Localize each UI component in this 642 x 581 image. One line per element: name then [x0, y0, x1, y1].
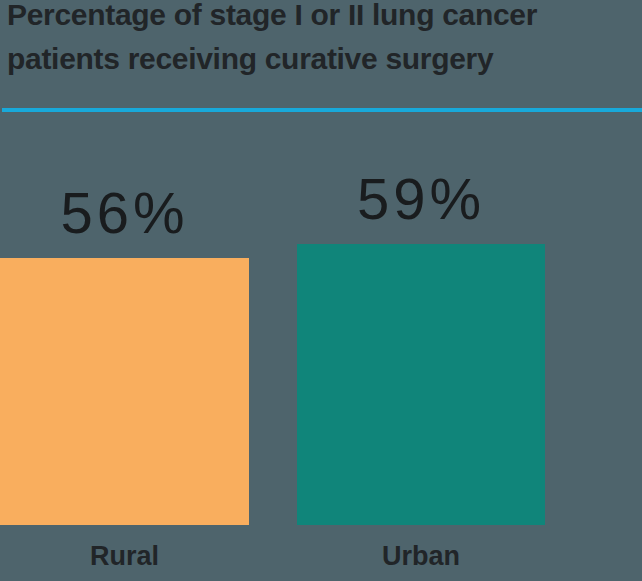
value-label-rural: 56%: [0, 184, 249, 242]
bar-group-rural: 56% Rural: [0, 0, 249, 581]
category-label-urban: Urban: [297, 543, 545, 570]
chart-canvas: Percentage of stage I or II lung cancer …: [0, 0, 642, 581]
bar-group-urban: 59% Urban: [297, 0, 545, 581]
value-label-urban: 59%: [297, 170, 545, 228]
category-label-rural: Rural: [0, 543, 249, 570]
urban-bar: [297, 244, 545, 525]
rural-bar: [0, 258, 249, 525]
